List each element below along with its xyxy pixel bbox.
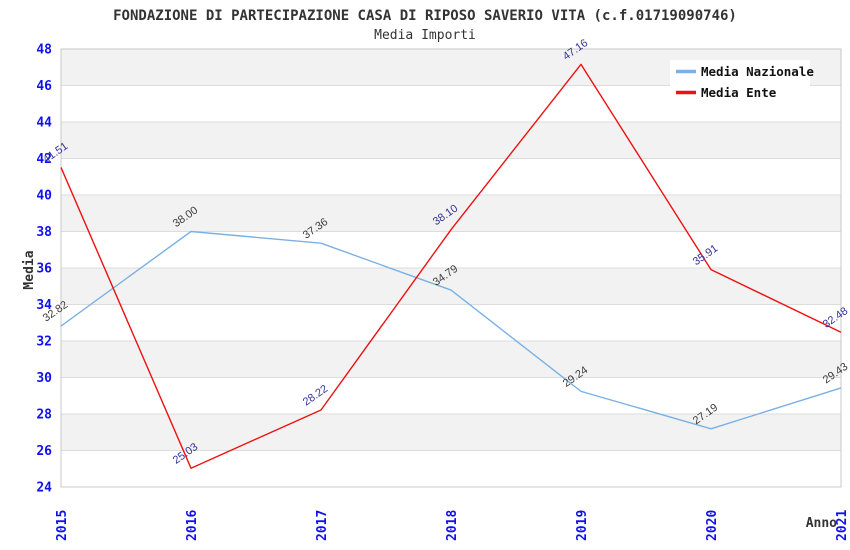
x-tick-label: 2020 <box>705 510 720 541</box>
y-tick-label: 38 <box>36 225 52 240</box>
y-axis-title: Media <box>22 250 37 289</box>
x-axis-title: Anno <box>806 516 837 531</box>
legend-label-media-ente: Media Ente <box>701 85 777 100</box>
grid-band <box>61 122 841 159</box>
grid-band <box>61 341 841 378</box>
y-tick-label: 34 <box>36 298 52 313</box>
y-tick-label: 32 <box>36 335 52 350</box>
x-tick-label: 2021 <box>835 510 850 541</box>
y-tick-label: 42 <box>36 152 52 167</box>
grid-band <box>61 414 841 451</box>
y-tick-label: 40 <box>36 189 52 204</box>
grid-band <box>61 195 841 232</box>
legend-label-media-nazionale: Media Nazionale <box>701 64 814 79</box>
y-tick-label: 36 <box>36 262 52 277</box>
x-tick-label: 2017 <box>315 510 330 541</box>
y-tick-label: 30 <box>36 371 52 386</box>
y-tick-label: 28 <box>36 408 52 423</box>
series-line-media-ente <box>60 63 842 469</box>
chart-subtitle: Media Importi <box>374 28 476 43</box>
chart-layer: 24 26 28 30 32 34 36 38 40 42 44 46 48 2015 2016 2017 20… <box>36 37 850 541</box>
x-tick-label: 2019 <box>575 510 590 541</box>
y-tick-label: 46 <box>36 79 52 94</box>
legend-box <box>670 60 810 106</box>
grid-band <box>61 268 841 305</box>
y-tick-label: 44 <box>36 116 52 131</box>
y-tick-label: 26 <box>36 444 52 459</box>
x-tick-label: 2016 <box>185 510 200 541</box>
data-label-media-ente: 32.48 <box>821 305 850 331</box>
y-tick-label: 24 <box>36 481 52 496</box>
x-tick-label: 2015 <box>55 510 70 541</box>
y-tick-label: 48 <box>36 43 52 58</box>
data-label-media-ente: 41.51 <box>41 140 70 166</box>
data-label-media-ente: 28.22 <box>301 383 330 409</box>
data-label-media-ente: 35.91 <box>691 242 720 268</box>
chart-title: FONDAZIONE DI PARTECIPAZIONE CASA DI RIP… <box>113 8 737 24</box>
series-line-media-nazionale <box>60 230 842 430</box>
plot-border <box>60 48 842 488</box>
x-tick-label: 2018 <box>445 510 460 541</box>
